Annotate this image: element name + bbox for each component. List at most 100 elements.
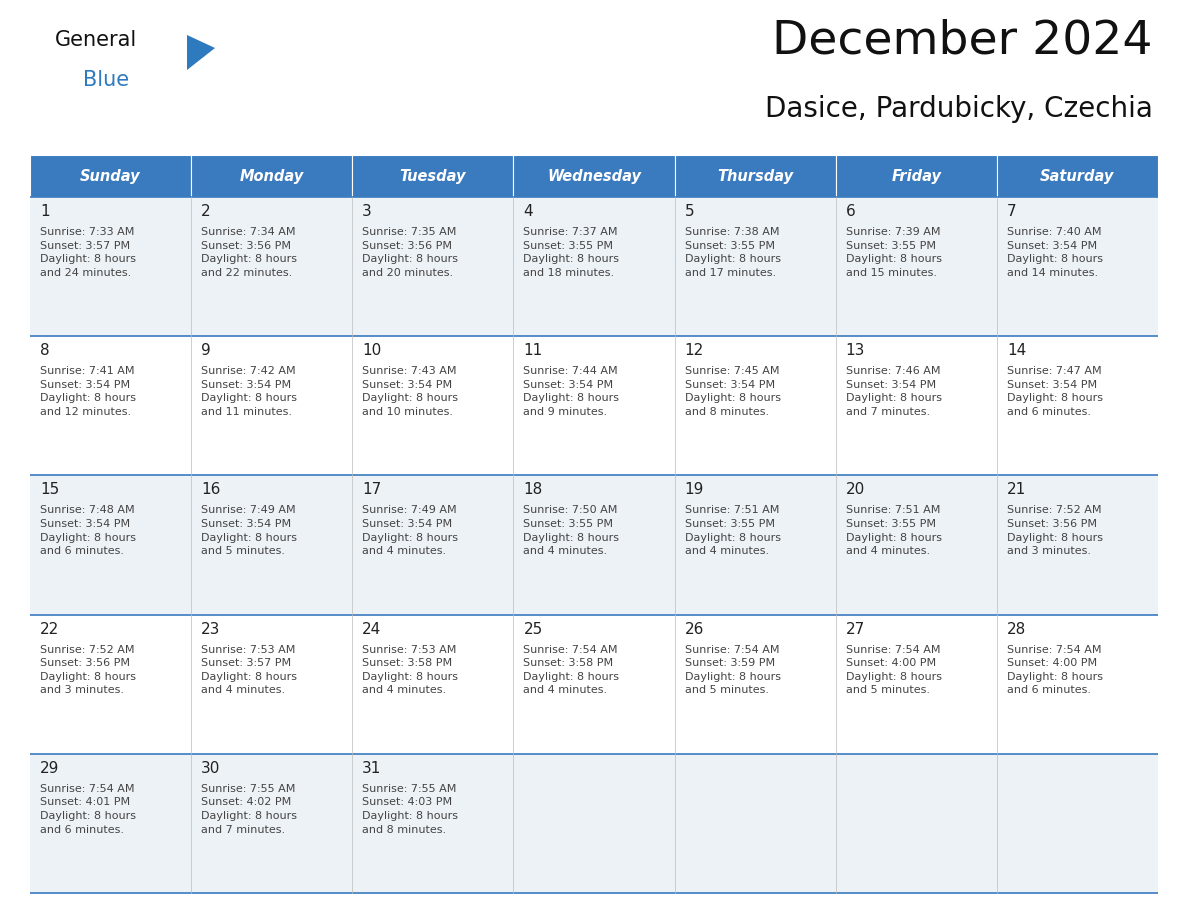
Text: Thursday: Thursday (718, 169, 794, 184)
Text: 1: 1 (40, 204, 50, 219)
Bar (835, 476, 997, 614)
Text: Sunrise: 7:55 AM
Sunset: 4:03 PM
Daylight: 8 hours
and 8 minutes.: Sunrise: 7:55 AM Sunset: 4:03 PM Dayligh… (362, 784, 459, 834)
Text: 9: 9 (201, 343, 211, 358)
Bar (513, 614, 675, 754)
Text: Sunrise: 7:54 AM
Sunset: 3:59 PM
Daylight: 8 hours
and 5 minutes.: Sunrise: 7:54 AM Sunset: 3:59 PM Dayligh… (684, 644, 781, 696)
Text: 31: 31 (362, 761, 381, 776)
Text: Tuesday: Tuesday (399, 169, 466, 184)
Bar (997, 754, 1158, 893)
Text: Dasice, Pardubicky, Czechia: Dasice, Pardubicky, Czechia (765, 95, 1154, 123)
Text: Sunrise: 7:41 AM
Sunset: 3:54 PM
Daylight: 8 hours
and 12 minutes.: Sunrise: 7:41 AM Sunset: 3:54 PM Dayligh… (40, 366, 135, 417)
Bar (675, 754, 835, 893)
Bar (353, 614, 513, 754)
Bar (513, 476, 675, 614)
Text: 18: 18 (524, 482, 543, 498)
Text: 20: 20 (846, 482, 865, 498)
Text: Sunrise: 7:54 AM
Sunset: 4:00 PM
Daylight: 8 hours
and 6 minutes.: Sunrise: 7:54 AM Sunset: 4:00 PM Dayligh… (1007, 644, 1102, 696)
Bar (997, 476, 1158, 614)
Text: 19: 19 (684, 482, 704, 498)
Text: Sunrise: 7:44 AM
Sunset: 3:54 PM
Daylight: 8 hours
and 9 minutes.: Sunrise: 7:44 AM Sunset: 3:54 PM Dayligh… (524, 366, 619, 417)
Text: 7: 7 (1007, 204, 1017, 219)
Text: Monday: Monday (240, 169, 304, 184)
Text: Sunrise: 7:35 AM
Sunset: 3:56 PM
Daylight: 8 hours
and 20 minutes.: Sunrise: 7:35 AM Sunset: 3:56 PM Dayligh… (362, 227, 459, 278)
Text: Sunrise: 7:43 AM
Sunset: 3:54 PM
Daylight: 8 hours
and 10 minutes.: Sunrise: 7:43 AM Sunset: 3:54 PM Dayligh… (362, 366, 459, 417)
Bar (513, 754, 675, 893)
Text: 4: 4 (524, 204, 533, 219)
FancyBboxPatch shape (997, 155, 1158, 197)
Text: Sunrise: 7:51 AM
Sunset: 3:55 PM
Daylight: 8 hours
and 4 minutes.: Sunrise: 7:51 AM Sunset: 3:55 PM Dayligh… (684, 506, 781, 556)
Bar (513, 336, 675, 476)
Polygon shape (187, 35, 215, 70)
Text: 13: 13 (846, 343, 865, 358)
Bar (30, 754, 191, 893)
Text: Sunrise: 7:33 AM
Sunset: 3:57 PM
Daylight: 8 hours
and 24 minutes.: Sunrise: 7:33 AM Sunset: 3:57 PM Dayligh… (40, 227, 135, 278)
Text: Sunrise: 7:55 AM
Sunset: 4:02 PM
Daylight: 8 hours
and 7 minutes.: Sunrise: 7:55 AM Sunset: 4:02 PM Dayligh… (201, 784, 297, 834)
Bar (997, 614, 1158, 754)
Bar (997, 336, 1158, 476)
Text: Sunrise: 7:53 AM
Sunset: 3:58 PM
Daylight: 8 hours
and 4 minutes.: Sunrise: 7:53 AM Sunset: 3:58 PM Dayligh… (362, 644, 459, 696)
Bar (835, 614, 997, 754)
Bar (675, 336, 835, 476)
Bar (30, 476, 191, 614)
Bar (997, 197, 1158, 336)
Text: December 2024: December 2024 (772, 18, 1154, 63)
Text: 10: 10 (362, 343, 381, 358)
Bar (675, 476, 835, 614)
Bar (835, 197, 997, 336)
Text: Sunrise: 7:54 AM
Sunset: 4:00 PM
Daylight: 8 hours
and 5 minutes.: Sunrise: 7:54 AM Sunset: 4:00 PM Dayligh… (846, 644, 942, 696)
Text: Sunrise: 7:40 AM
Sunset: 3:54 PM
Daylight: 8 hours
and 14 minutes.: Sunrise: 7:40 AM Sunset: 3:54 PM Dayligh… (1007, 227, 1102, 278)
Text: 24: 24 (362, 621, 381, 636)
Bar (30, 336, 191, 476)
Bar (30, 614, 191, 754)
Bar (675, 614, 835, 754)
Bar (191, 336, 353, 476)
Text: 14: 14 (1007, 343, 1026, 358)
Text: Sunrise: 7:54 AM
Sunset: 3:58 PM
Daylight: 8 hours
and 4 minutes.: Sunrise: 7:54 AM Sunset: 3:58 PM Dayligh… (524, 644, 619, 696)
FancyBboxPatch shape (353, 155, 513, 197)
Text: 26: 26 (684, 621, 704, 636)
Bar (191, 476, 353, 614)
Bar (191, 754, 353, 893)
Text: Friday: Friday (891, 169, 941, 184)
Text: Sunrise: 7:37 AM
Sunset: 3:55 PM
Daylight: 8 hours
and 18 minutes.: Sunrise: 7:37 AM Sunset: 3:55 PM Dayligh… (524, 227, 619, 278)
Text: 2: 2 (201, 204, 210, 219)
Text: Sunrise: 7:47 AM
Sunset: 3:54 PM
Daylight: 8 hours
and 6 minutes.: Sunrise: 7:47 AM Sunset: 3:54 PM Dayligh… (1007, 366, 1102, 417)
Bar (353, 476, 513, 614)
Text: General: General (55, 30, 138, 50)
Text: Sunrise: 7:48 AM
Sunset: 3:54 PM
Daylight: 8 hours
and 6 minutes.: Sunrise: 7:48 AM Sunset: 3:54 PM Dayligh… (40, 506, 135, 556)
Bar (191, 614, 353, 754)
Bar (353, 197, 513, 336)
Text: Sunrise: 7:42 AM
Sunset: 3:54 PM
Daylight: 8 hours
and 11 minutes.: Sunrise: 7:42 AM Sunset: 3:54 PM Dayligh… (201, 366, 297, 417)
Text: 29: 29 (40, 761, 59, 776)
Text: 3: 3 (362, 204, 372, 219)
Text: Sunrise: 7:38 AM
Sunset: 3:55 PM
Daylight: 8 hours
and 17 minutes.: Sunrise: 7:38 AM Sunset: 3:55 PM Dayligh… (684, 227, 781, 278)
Bar (353, 754, 513, 893)
FancyBboxPatch shape (191, 155, 353, 197)
Text: 6: 6 (846, 204, 855, 219)
Bar (835, 754, 997, 893)
Text: Sunrise: 7:53 AM
Sunset: 3:57 PM
Daylight: 8 hours
and 4 minutes.: Sunrise: 7:53 AM Sunset: 3:57 PM Dayligh… (201, 644, 297, 696)
Text: 22: 22 (40, 621, 59, 636)
Bar (675, 197, 835, 336)
Text: 28: 28 (1007, 621, 1026, 636)
Text: 25: 25 (524, 621, 543, 636)
Bar (835, 336, 997, 476)
Text: Sunrise: 7:52 AM
Sunset: 3:56 PM
Daylight: 8 hours
and 3 minutes.: Sunrise: 7:52 AM Sunset: 3:56 PM Dayligh… (40, 644, 135, 696)
Text: 8: 8 (40, 343, 50, 358)
Text: Saturday: Saturday (1041, 169, 1114, 184)
Text: Sunrise: 7:51 AM
Sunset: 3:55 PM
Daylight: 8 hours
and 4 minutes.: Sunrise: 7:51 AM Sunset: 3:55 PM Dayligh… (846, 506, 942, 556)
Text: 21: 21 (1007, 482, 1026, 498)
Text: Blue: Blue (83, 70, 129, 90)
Text: Sunrise: 7:52 AM
Sunset: 3:56 PM
Daylight: 8 hours
and 3 minutes.: Sunrise: 7:52 AM Sunset: 3:56 PM Dayligh… (1007, 506, 1102, 556)
Text: 16: 16 (201, 482, 221, 498)
Text: 15: 15 (40, 482, 59, 498)
Text: 12: 12 (684, 343, 703, 358)
Text: Sunrise: 7:39 AM
Sunset: 3:55 PM
Daylight: 8 hours
and 15 minutes.: Sunrise: 7:39 AM Sunset: 3:55 PM Dayligh… (846, 227, 942, 278)
Text: Sunrise: 7:49 AM
Sunset: 3:54 PM
Daylight: 8 hours
and 4 minutes.: Sunrise: 7:49 AM Sunset: 3:54 PM Dayligh… (362, 506, 459, 556)
Text: Sunrise: 7:45 AM
Sunset: 3:54 PM
Daylight: 8 hours
and 8 minutes.: Sunrise: 7:45 AM Sunset: 3:54 PM Dayligh… (684, 366, 781, 417)
Bar (513, 197, 675, 336)
Text: Sunrise: 7:50 AM
Sunset: 3:55 PM
Daylight: 8 hours
and 4 minutes.: Sunrise: 7:50 AM Sunset: 3:55 PM Dayligh… (524, 506, 619, 556)
Text: Wednesday: Wednesday (546, 169, 642, 184)
Text: 11: 11 (524, 343, 543, 358)
Text: 23: 23 (201, 621, 221, 636)
